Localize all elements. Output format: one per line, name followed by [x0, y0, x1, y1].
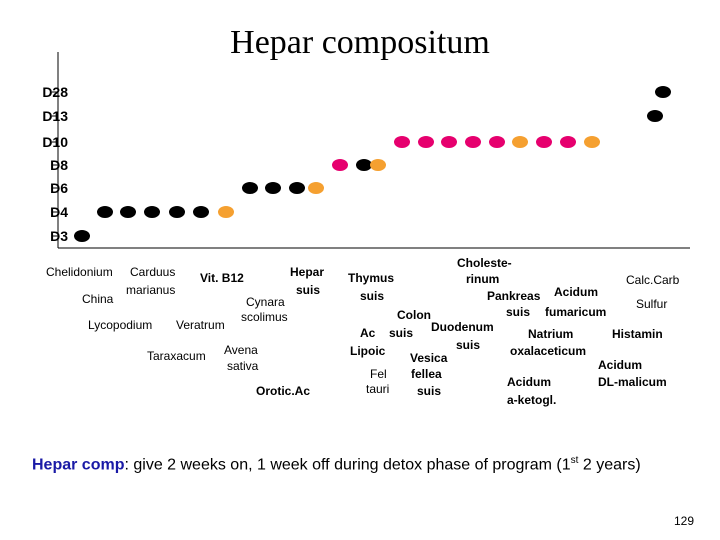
y-label-d28: D28: [42, 84, 68, 100]
ingredient-label: suis: [360, 289, 385, 303]
y-label-d6: D6: [50, 180, 68, 196]
ingredient-label: Vesica: [410, 351, 448, 365]
ingredient-label: Carduus: [130, 265, 176, 279]
ingredient-label: Vit. B12: [200, 271, 244, 285]
data-point: [560, 136, 576, 148]
ingredient-label: Ac: [360, 326, 376, 340]
ingredient-label: suis: [417, 384, 442, 398]
ingredient-label: Natrium: [528, 327, 574, 341]
y-label-d4: D4: [50, 204, 68, 220]
ingredient-label: Calc.Carb: [626, 273, 680, 287]
data-point: [265, 182, 281, 194]
data-point: [193, 206, 209, 218]
ingredient-label: oxalaceticum: [510, 344, 587, 358]
ingredient-label: Acidum: [598, 358, 643, 372]
y-label-d3: D3: [50, 228, 68, 244]
ingredient-label: fumaricum: [545, 305, 607, 319]
data-point: [584, 136, 600, 148]
dosage-note: Hepar comp: give 2 weeks on, 1 week off …: [32, 451, 672, 474]
ingredient-label: Hepar: [290, 265, 325, 279]
data-point: [289, 182, 305, 194]
y-label-d13: D13: [42, 108, 68, 124]
ingredient-label: marianus: [126, 283, 176, 297]
data-point: [120, 206, 136, 218]
ingredient-label: Colon: [397, 308, 431, 322]
ingredient-label: Orotic.Ac: [256, 384, 311, 398]
ingredient-label: sativa: [227, 359, 259, 373]
ingredient-label: China: [82, 292, 114, 306]
data-point: [242, 182, 258, 194]
data-point: [647, 110, 663, 122]
note-text: : give 2 weeks on, 1 week off during det…: [124, 456, 571, 474]
data-point: [332, 159, 348, 171]
data-point: [308, 182, 324, 194]
y-label-d8: D8: [50, 157, 68, 173]
data-point: [169, 206, 185, 218]
ingredient-label: Fel: [370, 367, 387, 381]
ingredient-label: Chelidonium: [46, 265, 113, 279]
ingredient-label: suis: [506, 305, 531, 319]
data-point: [512, 136, 528, 148]
ingredient-label: scolimus: [241, 310, 288, 324]
ingredient-label: suis: [456, 338, 481, 352]
ingredient-label: Pankreas: [487, 289, 541, 303]
ingredient-label: fellea: [411, 367, 442, 381]
ingredient-label: Lycopodium: [88, 318, 153, 332]
ingredient-label: Acidum: [554, 285, 599, 299]
data-point: [356, 159, 372, 171]
ingredient-label: Histamin: [612, 327, 663, 341]
y-label-d10: D10: [42, 134, 68, 150]
data-point: [394, 136, 410, 148]
data-point: [489, 136, 505, 148]
chart-title: Hepar compositum: [230, 24, 490, 61]
ingredient-label: a-ketogl.: [507, 393, 557, 407]
note-text-end: 2 years): [578, 456, 641, 474]
ingredient-label: Sulfur: [636, 297, 668, 311]
data-point: [370, 159, 386, 171]
data-point: [218, 206, 234, 218]
ingredient-label: Acidum: [507, 375, 552, 389]
data-point: [465, 136, 481, 148]
data-point: [74, 230, 90, 242]
ingredient-label: Lipoic: [350, 344, 386, 358]
ingredient-label: Avena: [224, 343, 258, 357]
data-point: [655, 86, 671, 98]
ingredient-label: suis: [296, 283, 321, 297]
ingredient-label: Thymus: [348, 271, 395, 285]
ingredient-label: Taraxacum: [147, 349, 206, 363]
ingredient-label: rinum: [466, 272, 500, 286]
data-point: [536, 136, 552, 148]
ingredient-label: Choleste-: [457, 256, 512, 270]
note-highlight: Hepar comp: [32, 456, 125, 474]
data-point: [97, 206, 113, 218]
page-number: 129: [673, 514, 694, 528]
data-point: [441, 136, 457, 148]
data-point: [418, 136, 434, 148]
note-superscript: st: [570, 455, 579, 466]
ingredient-label: Veratrum: [176, 318, 225, 332]
ingredient-label: DL-malicum: [598, 375, 667, 389]
ingredient-label: suis: [389, 326, 414, 340]
ingredient-label: tauri: [366, 382, 390, 396]
ingredient-label: Duodenum: [431, 320, 494, 334]
ingredient-label: Cynara: [246, 295, 285, 309]
data-point: [144, 206, 160, 218]
